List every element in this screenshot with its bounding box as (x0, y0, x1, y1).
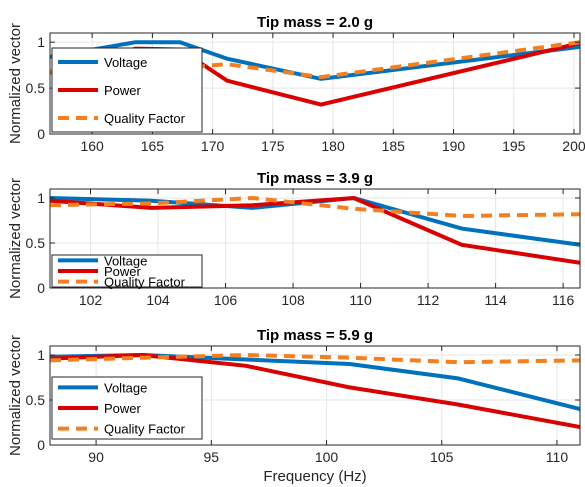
legend-label: Voltage (104, 55, 147, 70)
y-tick-label: 0.5 (26, 235, 46, 251)
y-tick-label: 1 (37, 347, 45, 363)
legend-label: Quality Factor (104, 111, 186, 126)
x-tick-label: 160 (80, 138, 104, 154)
chart-panel-2: 102 104 106 108 110 112 114 116 0 0.5 1 Tip mass = … (7, 170, 581, 308)
chart-title: Tip mass = 3.9 g (257, 170, 373, 187)
x-tick-label: 165 (141, 138, 165, 154)
y-axis-label: Normalized vector (7, 178, 24, 299)
legend: Voltage Power Quality Factor (51, 376, 203, 440)
legend-label: Power (104, 264, 142, 279)
x-tick-label: 108 (281, 292, 305, 308)
x-tick-label: 180 (321, 138, 345, 154)
series-line-quality-factor (50, 352, 580, 365)
y-tick-label: 1 (37, 190, 45, 206)
x-tick-label: 110 (349, 292, 372, 308)
x-tick-label: 110 (546, 449, 569, 465)
x-tick-label: 185 (382, 138, 406, 154)
x-tick-label: 106 (214, 292, 238, 308)
chart-title: Tip mass = 5.9 g (257, 327, 373, 344)
x-tick-label: 175 (261, 138, 285, 154)
x-tick-label: 100 (315, 449, 339, 465)
x-tick-label: 104 (146, 292, 170, 308)
axes-box (49, 188, 581, 289)
x-tick-label: 114 (484, 292, 507, 308)
y-tick-label: 0 (37, 126, 45, 142)
legend-label: Voltage (104, 253, 147, 268)
x-tick-label: 116 (552, 292, 575, 308)
x-tick-label: 200 (562, 138, 585, 154)
x-tick-label: 190 (442, 138, 466, 154)
legend-label: Power (104, 83, 142, 98)
x-axis-label: Frequency (Hz) (263, 468, 366, 485)
x-tick-label: 195 (502, 138, 526, 154)
y-tick-label: 0 (37, 437, 45, 453)
y-axis-label: Normalized vector (7, 23, 24, 144)
series-line-voltage (50, 40, 580, 81)
axes-box (49, 345, 581, 446)
chart-panel-1: 160 165 170 175 180 185 190 195 200 0 0.5 1 Tip mass… (7, 14, 585, 154)
x-tick-label: 105 (430, 449, 454, 465)
y-axis-label: Normalized vector (7, 335, 24, 456)
y-tick-label: 0.5 (26, 80, 46, 96)
series-line-quality-factor (50, 40, 580, 80)
x-tick-label: 102 (79, 292, 103, 308)
legend-label: Power (104, 401, 142, 416)
x-tick-label: 95 (204, 449, 220, 465)
y-tick-label: 1 (37, 34, 45, 50)
legend-label: Quality Factor (104, 275, 186, 290)
legend-label: Voltage (104, 380, 147, 395)
legend: Voltage Power Quality Factor (51, 47, 203, 133)
legend-label: Quality Factor (104, 422, 186, 437)
chart-title: Tip mass = 2.0 g (257, 14, 373, 31)
y-tick-label: 0.5 (26, 392, 46, 408)
x-tick-label: 170 (201, 138, 225, 154)
y-tick-label: 0 (37, 280, 45, 296)
x-tick-label: 112 (417, 292, 440, 308)
series-line-power (50, 352, 580, 429)
series-line-quality-factor (50, 195, 580, 219)
axes-box (49, 32, 581, 135)
x-tick-label: 90 (88, 449, 104, 465)
chart-panel-3: 90 95 100 105 110 0 0.5 1 Tip mass = 5.9 g Normal… (7, 327, 581, 485)
